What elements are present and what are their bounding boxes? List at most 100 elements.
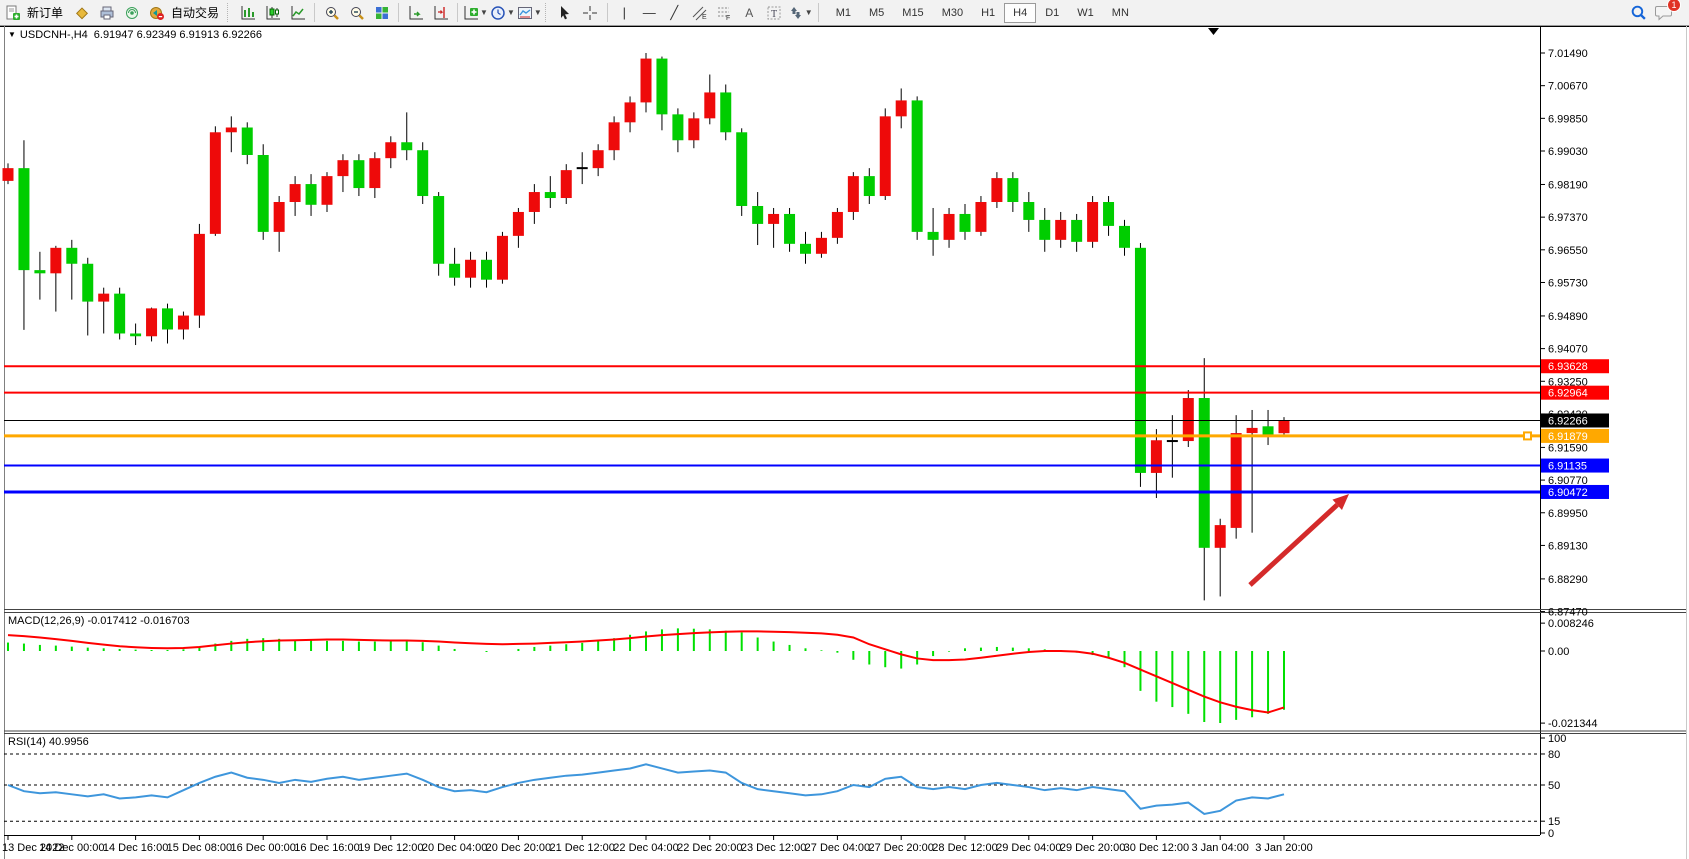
deposit-button[interactable] [70, 2, 93, 24]
price-tick-label: 7.00670 [1548, 81, 1588, 93]
clock-icon [491, 5, 505, 20]
candle-body [305, 184, 317, 205]
candle-body [879, 116, 891, 197]
auto-scroll-button[interactable] [404, 2, 427, 24]
timeframe-h1-button[interactable]: H1 [981, 6, 996, 19]
candle-body [512, 211, 524, 236]
text-label-tool-button[interactable]: T [763, 2, 786, 24]
timeframe-d1-button[interactable]: D1 [1045, 6, 1060, 19]
candle-body [1103, 202, 1115, 226]
price-line-label: 6.93628 [1548, 361, 1588, 373]
indicators-icon [464, 5, 479, 19]
toolbar-separator [457, 3, 459, 22]
cursor-tool-button[interactable] [554, 2, 577, 24]
chart-shift-button[interactable] [429, 2, 452, 24]
price-line-label: 6.92266 [1548, 415, 1588, 427]
horizontal-line-tool-button[interactable]: — [638, 2, 661, 24]
price-tick-label: 6.90770 [1548, 475, 1588, 487]
macd-signal-line [7, 630, 1285, 714]
candle-body [1071, 219, 1083, 242]
candle-doji [576, 167, 588, 170]
chart-shift-marker[interactable] [1208, 28, 1219, 35]
candle-body [417, 150, 429, 197]
timeframe-h4-button[interactable]: H4 [1004, 2, 1037, 23]
bar-chart-button[interactable] [236, 2, 259, 24]
candle-body [895, 100, 907, 117]
trend-arrow-annotation[interactable] [1248, 502, 1339, 587]
print-button[interactable] [95, 2, 118, 24]
tile-windows-button[interactable] [370, 2, 393, 24]
timeframe-m30-button[interactable]: M30 [941, 6, 964, 19]
tile-windows-icon [375, 6, 388, 19]
templates-button[interactable]: ▼ [517, 2, 542, 24]
price-tick-label: 6.87470 [1548, 607, 1588, 619]
timeframe-w1-button[interactable]: W1 [1077, 6, 1094, 19]
price-line-label-box [1541, 413, 1609, 428]
new-order-button[interactable] [1, 2, 24, 24]
time-tick-label: 14 Dec 00:00 [39, 842, 104, 854]
line-chart-button[interactable] [286, 2, 309, 24]
candle-body [162, 308, 173, 330]
candle-body [528, 192, 540, 212]
candle-body [1214, 525, 1226, 548]
timeframe-m5-button[interactable]: M5 [869, 6, 885, 19]
timeframe-m1-button[interactable]: M1 [835, 6, 851, 19]
candle-body [321, 176, 333, 205]
fibonacci-tool-button[interactable]: F [713, 2, 736, 24]
notification-badge: 1 [1667, 0, 1681, 12]
text-tool-button[interactable]: A [738, 2, 761, 24]
price-line-label: 6.90472 [1548, 487, 1588, 499]
arrows-icon [790, 6, 801, 19]
bar-chart-icon [241, 5, 255, 19]
toolbar-separator [817, 3, 819, 22]
candle-body [943, 213, 955, 240]
news-button[interactable] [120, 2, 143, 24]
candle-body [688, 118, 700, 141]
time-tick-label: 3 Jan 04:00 [1191, 842, 1249, 854]
time-tick-label: 27 Dec 04:00 [805, 842, 870, 854]
indicators-button[interactable]: ▼ [463, 2, 488, 24]
candle-body [1262, 426, 1274, 437]
candle-body [847, 176, 859, 212]
candle-body [672, 114, 684, 141]
chart-collapse-icon[interactable]: ▼ [8, 30, 16, 39]
zoom-in-button[interactable] [320, 2, 343, 24]
candle-body [449, 263, 461, 278]
timeframe-m15-button[interactable]: M15 [902, 6, 924, 19]
arrows-tool-button[interactable]: ▼ [788, 2, 813, 24]
zoom-out-button[interactable] [345, 2, 368, 24]
line-drag-handle[interactable] [1523, 431, 1532, 441]
candle-body [481, 259, 492, 280]
price-tick-label: 6.91590 [1548, 442, 1588, 454]
candle-body [1278, 420, 1290, 434]
time-tick-label: 21 Dec 12:00 [549, 842, 614, 854]
timeframe-mn-button[interactable]: MN [1111, 6, 1129, 19]
vertical-line-tool-button[interactable]: | [613, 2, 636, 24]
candle-body [752, 205, 764, 224]
toolbar-grip [227, 3, 233, 22]
auto-trading-button[interactable] [145, 2, 168, 24]
rsi-level-label: 50 [1548, 780, 1560, 792]
dropdown-caret-icon: ▼ [533, 8, 542, 17]
channel-tool-button[interactable]: E [688, 2, 711, 24]
trendline-tool-button[interactable]: ╱ [663, 2, 686, 24]
chat-button[interactable]: 1 [1652, 0, 1681, 24]
candle-body [241, 127, 253, 155]
time-tick-label: 22 Dec 20:00 [677, 842, 742, 854]
periods-button[interactable]: ▼ [490, 2, 515, 24]
toolbar-grip [544, 3, 551, 22]
candle-body [831, 211, 843, 238]
price-tick-label: 6.89130 [1548, 540, 1588, 552]
auto-trading-label[interactable]: 自动交易 [171, 6, 220, 20]
chart-high-value: 6.92349 [136, 29, 177, 41]
candle-chart-button[interactable] [261, 2, 284, 24]
candle-body [289, 184, 301, 203]
candle-body [1182, 398, 1194, 442]
time-tick-label: 30 Dec 12:00 [1124, 842, 1189, 854]
crosshair-tool-button[interactable] [579, 2, 602, 24]
chart-shift-icon [434, 5, 448, 19]
new-order-label[interactable]: 新订单 [27, 6, 64, 20]
candle-doji [1166, 440, 1178, 443]
search-button[interactable] [1627, 2, 1650, 24]
